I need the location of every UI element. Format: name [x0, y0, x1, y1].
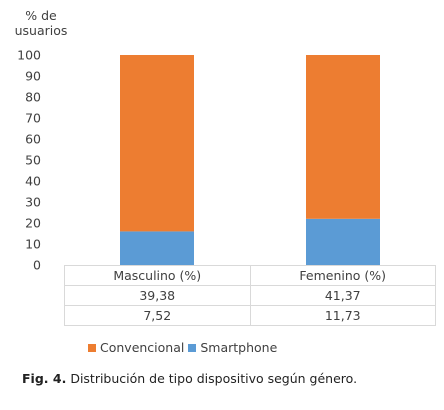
data-table: Masculino (%) Femenino (%) 39,38 41,37 7…: [64, 265, 436, 326]
y-tick-label: 100: [17, 48, 41, 63]
chart-legend: Convencional Smartphone: [88, 340, 281, 355]
y-tick-label: 60: [25, 132, 41, 147]
table-header-row: Masculino (%) Femenino (%): [64, 265, 436, 286]
y-tick-label: 80: [25, 90, 41, 105]
table-cell: 11,73: [249, 305, 436, 326]
table-row: 7,52 11,73: [64, 305, 436, 326]
caption-text: Distribución de tipo dispositivo según g…: [70, 371, 358, 386]
caption-label: Fig. 4.: [22, 371, 67, 386]
bar-convencional-masculino: [120, 55, 194, 232]
legend-swatch-convencional: [88, 343, 96, 352]
bar-convencional-femenino: [306, 55, 380, 219]
y-axis-label-line-1: % de: [25, 8, 57, 23]
y-tick-label: 20: [25, 216, 41, 231]
legend-label-smartphone: Smartphone: [200, 340, 278, 355]
figure-caption: Fig. 4. Distribución de tipo dispositivo…: [22, 371, 357, 386]
legend-label-convencional: Convencional: [100, 340, 185, 355]
table-cell: 41,37: [249, 285, 436, 306]
y-axis-label-line-2: usuarios: [14, 23, 68, 38]
table-cell: 7,52: [64, 305, 251, 326]
y-tick-label: 90: [25, 69, 41, 84]
legend-swatch-smartphone: [188, 343, 197, 352]
table-row: 39,38 41,37: [64, 285, 436, 306]
y-tick-label: 10: [25, 237, 41, 252]
legend-item-convencional: Convencional: [88, 340, 184, 355]
table-header-cell: Masculino (%): [64, 265, 251, 286]
y-tick-label: 40: [25, 174, 41, 189]
y-tick-label: 50: [25, 153, 41, 168]
bar-smartphone-femenino: [306, 218, 380, 265]
legend-item-smartphone: Smartphone: [188, 340, 277, 355]
y-tick-label: 30: [25, 195, 41, 210]
table-header-cell: Femenino (%): [249, 265, 436, 286]
table-cell: 39,38: [64, 285, 251, 306]
bar-smartphone-masculino: [120, 231, 194, 265]
y-axis-label: % de usuarios: [10, 8, 72, 38]
y-tick-label: 0: [33, 258, 41, 273]
y-tick-label: 70: [25, 111, 41, 126]
